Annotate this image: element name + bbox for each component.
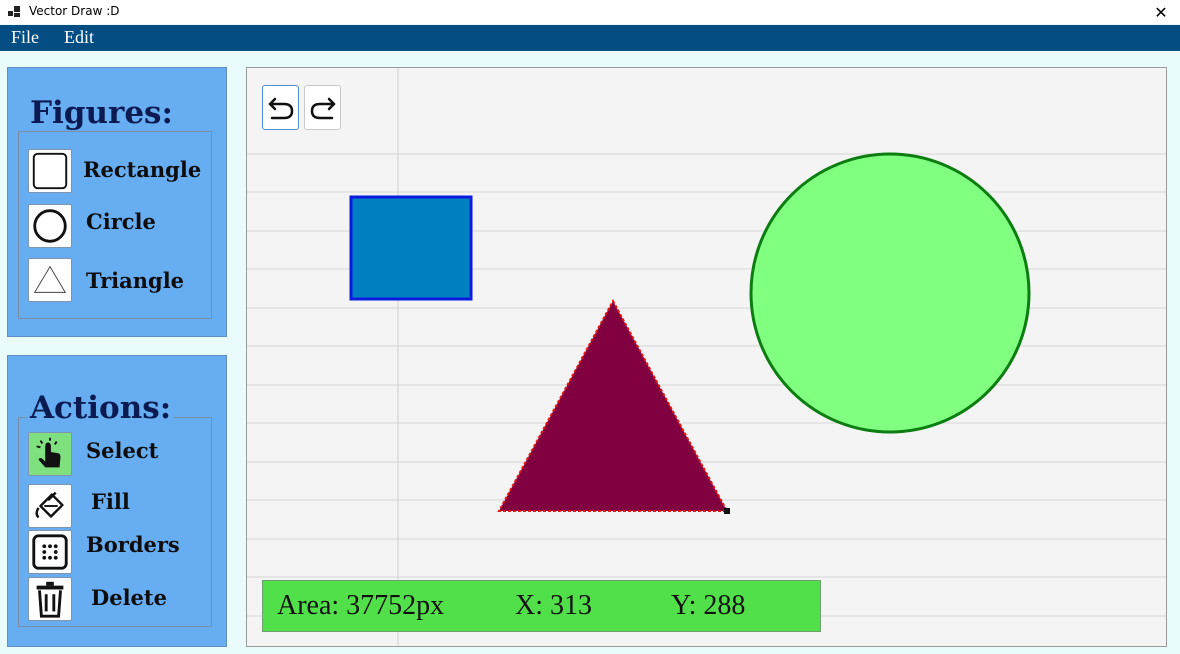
canvas-surface[interactable] — [247, 68, 1167, 647]
status-y: Y: 288 — [671, 590, 746, 621]
tool-fill-label: Fill — [91, 489, 130, 514]
tool-borders[interactable]: Borders — [28, 530, 213, 576]
window-title: Vector Draw :D — [29, 4, 120, 18]
actions-heading: Actions: — [28, 390, 174, 426]
title-bar: Vector Draw :D ✕ — [0, 0, 1180, 24]
canvas-rectangle-shape[interactable] — [349, 195, 473, 301]
paint-bucket-icon — [28, 484, 72, 528]
redo-button[interactable] — [304, 85, 341, 130]
tool-borders-label: Borders — [86, 532, 180, 557]
menu-file[interactable]: File — [11, 27, 40, 47]
menu-bar: File Edit — [0, 25, 1180, 51]
redo-icon — [310, 97, 335, 119]
trash-icon — [28, 577, 72, 621]
tool-delete-label: Delete — [91, 585, 167, 610]
status-bar: Area: 37752px X: 313 Y: 288 — [262, 580, 821, 632]
border-dots-icon — [28, 530, 72, 574]
rectangle-icon — [28, 149, 72, 193]
drawing-canvas[interactable]: Area: 37752px X: 313 Y: 288 — [246, 67, 1167, 647]
tool-select[interactable]: Select — [28, 432, 213, 478]
figures-heading: Figures: — [28, 95, 175, 131]
tool-triangle[interactable]: Triangle — [28, 258, 213, 304]
tool-rectangle-label: Rectangle — [83, 157, 202, 182]
tool-delete[interactable]: Delete — [28, 577, 213, 623]
canvas-triangle-shape[interactable] — [497, 298, 729, 512]
figures-panel: Figures: Rectangle Circle Triangle — [7, 67, 227, 337]
canvas-circle-shape[interactable] — [749, 152, 1031, 434]
undo-icon — [268, 97, 293, 119]
status-area: Area: 37752px — [277, 590, 445, 621]
canvas-ruled-lines — [247, 68, 1166, 646]
tool-circle[interactable]: Circle — [28, 204, 213, 250]
tool-triangle-label: Triangle — [86, 268, 185, 293]
figures-group-frame — [18, 131, 212, 319]
actions-panel: Actions: Select Fill — [7, 355, 227, 647]
circle-icon — [28, 204, 72, 248]
undo-button[interactable] — [262, 85, 299, 130]
close-button[interactable]: ✕ — [1142, 0, 1180, 24]
triangle-icon — [28, 258, 72, 302]
app-window-icon — [8, 6, 20, 17]
menu-edit[interactable]: Edit — [64, 27, 94, 47]
tool-fill[interactable]: Fill — [28, 484, 213, 530]
close-icon: ✕ — [1154, 2, 1168, 22]
resize-handle[interactable] — [724, 508, 730, 514]
tool-circle-label: Circle — [86, 209, 156, 234]
pointer-hand-icon — [28, 432, 72, 476]
status-x: X: 313 — [515, 590, 592, 621]
tool-rectangle[interactable]: Rectangle — [28, 149, 213, 195]
tool-select-label: Select — [86, 438, 159, 463]
